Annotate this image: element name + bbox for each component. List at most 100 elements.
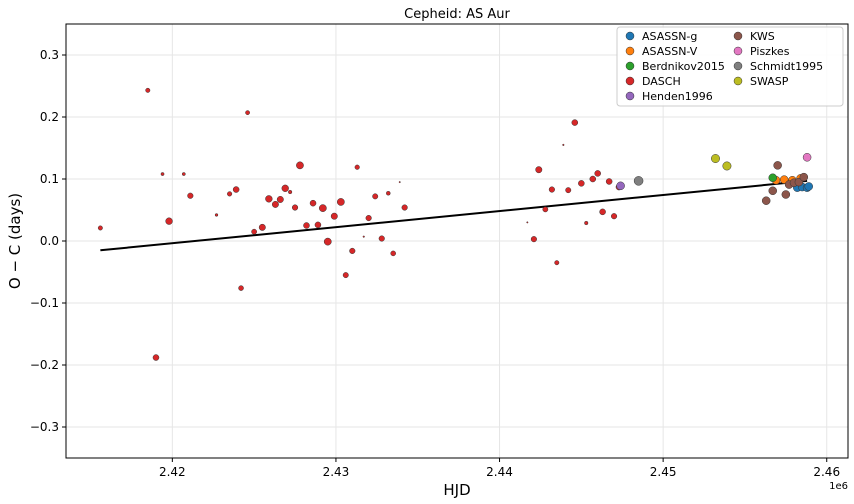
y-tick-label: −0.3 [30, 420, 59, 434]
point-kws [761, 196, 771, 205]
point-dasch [232, 186, 240, 193]
point-dasch [599, 208, 606, 216]
point-schmidt1995 [633, 176, 644, 186]
legend-marker-henden1996 [625, 91, 635, 101]
point-dasch [535, 166, 543, 174]
y-axis: −0.3 −0.2 −0.1 0.0 0.1 0.2 0.3 [30, 48, 66, 434]
point-dasch [554, 260, 560, 266]
legend-label-asassn-g: ASASSN-g [642, 30, 697, 43]
point-dasch [323, 237, 332, 246]
point-dasch [378, 235, 385, 242]
point-dasch [214, 213, 219, 217]
point-dasch [390, 250, 396, 257]
point-dasch [97, 225, 103, 231]
point-kws [768, 186, 777, 196]
legend-label-asassn-v: ASASSN-V [642, 45, 698, 58]
x-axis: 2.42 2.43 2.44 2.45 2.46 [159, 458, 840, 479]
x-axis-label: HJD [443, 481, 470, 499]
point-henden1996 [616, 181, 625, 191]
legend-label-swasp: SWASP [750, 75, 789, 88]
legend-marker-swasp [733, 76, 743, 86]
x-tick-label: 2.45 [650, 465, 677, 479]
point-dasch [281, 184, 289, 192]
y-tick-label: 0.2 [40, 110, 59, 124]
point-dasch [362, 235, 365, 238]
point-berdnikov2015 [768, 173, 777, 183]
point-dasch [548, 186, 555, 193]
y-tick-label: −0.2 [30, 358, 59, 372]
point-kws [799, 172, 809, 182]
point-piszkes [802, 153, 812, 162]
point-dasch [165, 217, 173, 225]
point-dasch [181, 172, 186, 176]
point-dasch [288, 189, 293, 195]
y-axis-label: O − C (days) [6, 193, 24, 289]
point-dasch [526, 221, 529, 224]
legend-marker-asassn-g [625, 31, 635, 41]
point-dasch [160, 172, 165, 176]
point-dasch [542, 206, 549, 213]
point-dasch [530, 236, 537, 243]
point-dasch [605, 178, 613, 185]
legend: ASASSN-g ASASSN-V Berdnikov2015 DASCH Henden… [616, 26, 844, 107]
legend-label-schmidt1995: Schmidt1995 [750, 60, 823, 73]
point-dasch [258, 223, 266, 231]
legend-label-berdnikov2015: Berdnikov2015 [642, 60, 725, 73]
point-swasp [722, 161, 732, 171]
point-dasch [265, 195, 273, 203]
legend-marker-berdnikov2015 [625, 61, 635, 71]
point-dasch [276, 196, 284, 203]
point-dasch [271, 200, 279, 208]
fit-line [100, 179, 808, 252]
point-dasch [584, 220, 589, 226]
legend-box [616, 26, 844, 107]
legend-marker-asassn-v [625, 46, 635, 56]
point-dasch [565, 187, 572, 194]
point-dasch [318, 204, 327, 212]
point-dasch [372, 193, 379, 200]
point-dasch [330, 212, 338, 220]
x-tick-label: 2.43 [323, 465, 350, 479]
point-dasch [238, 285, 244, 291]
point-dasch [187, 192, 194, 199]
data-points [97, 87, 813, 361]
legend-marker-schmidt1995 [733, 61, 743, 71]
x-axis-offset-label: 1e6 [829, 481, 848, 492]
point-dasch [365, 215, 372, 222]
point-kws [773, 161, 782, 170]
point-dasch [354, 164, 360, 170]
point-swasp [711, 154, 720, 163]
point-dasch [303, 222, 310, 229]
point-dasch [314, 221, 322, 229]
point-dasch [589, 175, 597, 183]
legend-marker-dasch [625, 76, 635, 86]
point-dasch [401, 204, 408, 211]
point-dasch [291, 204, 299, 211]
legend-marker-kws [733, 31, 743, 41]
point-dasch [251, 228, 257, 235]
legend-label-kws: KWS [750, 30, 775, 43]
legend-label-henden1996: Henden1996 [642, 90, 713, 103]
point-dasch [571, 119, 579, 126]
point-dasch [562, 143, 565, 146]
point-dasch [342, 272, 349, 279]
point-dasch [386, 191, 391, 196]
point-dasch [296, 161, 304, 170]
point-dasch [145, 87, 151, 93]
point-dasch [594, 170, 601, 177]
point-dasch [349, 247, 356, 254]
legend-label-dasch: DASCH [642, 75, 681, 88]
x-tick-label: 2.44 [486, 465, 513, 479]
point-dasch [152, 354, 160, 361]
point-kws [781, 190, 791, 199]
y-tick-label: 0.0 [40, 234, 59, 248]
y-tick-label: 0.3 [40, 48, 59, 62]
point-dasch [309, 199, 317, 207]
chart-title: Cepheid: AS Aur [404, 7, 510, 22]
point-dasch [398, 181, 401, 184]
point-dasch [578, 180, 585, 187]
point-dasch [611, 213, 618, 220]
point-dasch [245, 110, 250, 116]
y-tick-label: 0.1 [40, 172, 59, 186]
